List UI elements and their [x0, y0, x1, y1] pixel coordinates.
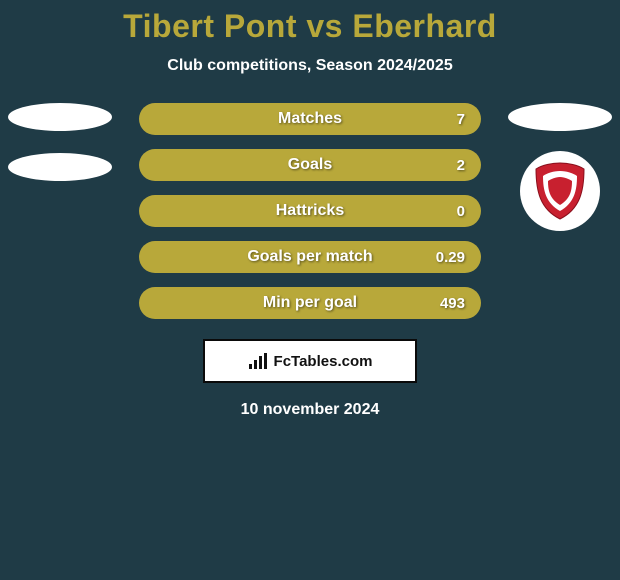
stats-column: Matches 7 Goals 2 Hattricks 0 Goals per … [139, 103, 481, 319]
stat-row-matches: Matches 7 [139, 103, 481, 135]
team-badge [520, 151, 600, 231]
brand-text: FcTables.com [274, 353, 373, 370]
stat-row-hattricks: Hattricks 0 [139, 195, 481, 227]
stat-label: Goals [288, 156, 332, 174]
team-badge-placeholder [8, 153, 112, 181]
stat-row-goals: Goals 2 [139, 149, 481, 181]
stat-label: Hattricks [276, 202, 344, 220]
stat-row-goals-per-match: Goals per match 0.29 [139, 241, 481, 273]
stat-value: 0 [457, 203, 465, 220]
stat-label: Matches [278, 110, 342, 128]
date-text: 10 november 2024 [241, 401, 380, 419]
shield-icon [532, 161, 588, 221]
brand-attribution[interactable]: FcTables.com [203, 339, 417, 383]
stat-row-min-per-goal: Min per goal 493 [139, 287, 481, 319]
stat-label: Goals per match [247, 248, 372, 266]
left-team-badges [8, 103, 112, 181]
team-badge-placeholder [508, 103, 612, 131]
team-badge-placeholder [8, 103, 112, 131]
stat-value: 493 [440, 295, 465, 312]
stat-value: 7 [457, 111, 465, 128]
chart-icon [248, 352, 268, 370]
page-title: Tibert Pont vs Eberhard [123, 8, 497, 45]
stat-label: Min per goal [263, 294, 357, 312]
page-subtitle: Club competitions, Season 2024/2025 [167, 57, 452, 75]
stats-area: Matches 7 Goals 2 Hattricks 0 Goals per … [0, 103, 620, 319]
stat-value: 0.29 [436, 249, 465, 266]
comparison-card: Tibert Pont vs Eberhard Club competition… [0, 0, 620, 419]
stat-value: 2 [457, 157, 465, 174]
right-team-badges [508, 103, 612, 231]
